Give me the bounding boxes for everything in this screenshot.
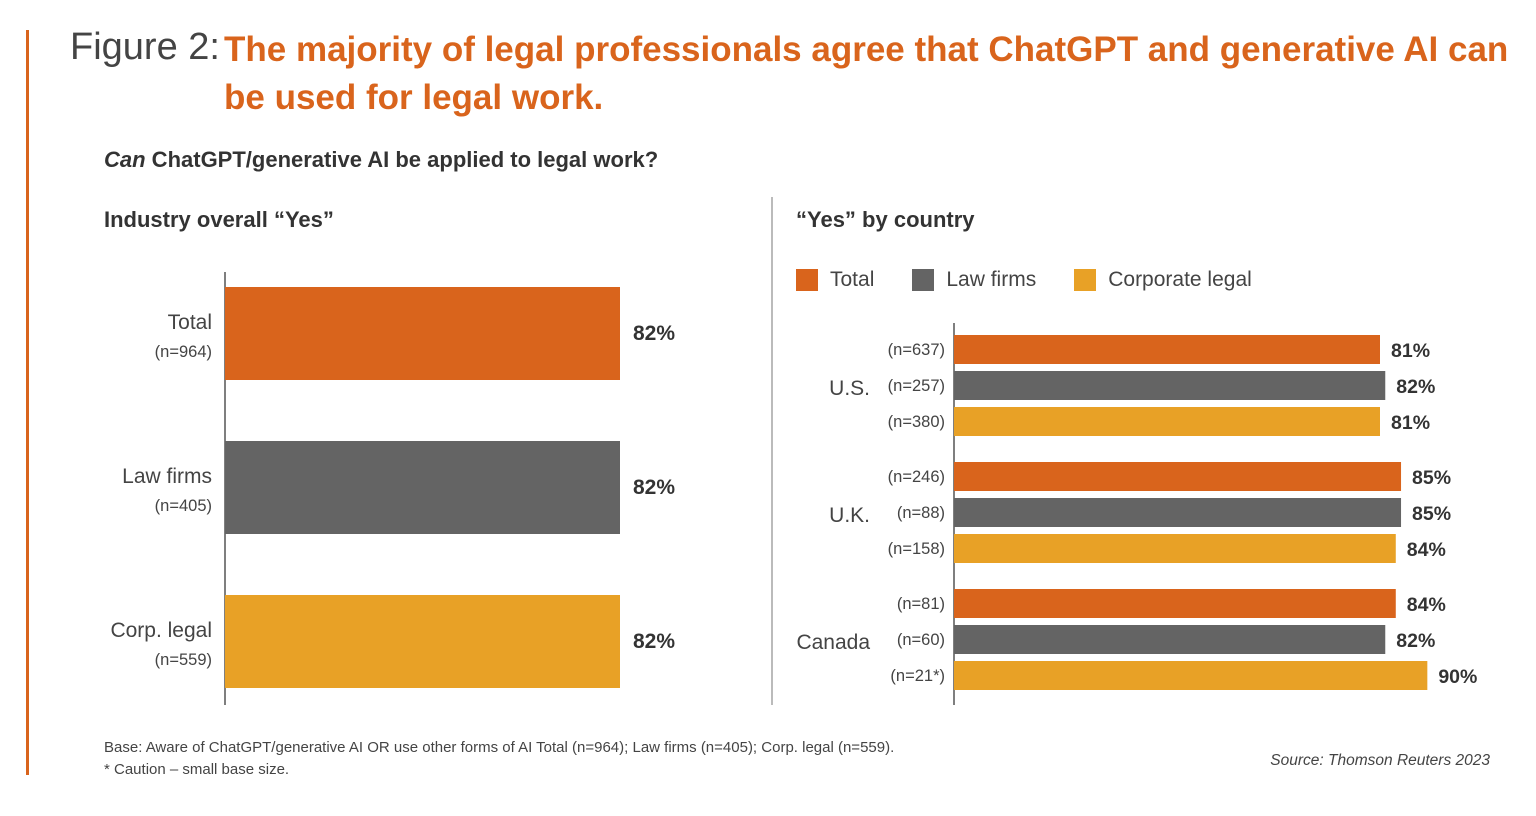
value-label-u-s-law-firms: 82% (1396, 376, 1435, 398)
value-label-u-k-corporate-legal: 84% (1407, 539, 1446, 561)
question-text: ChatGPT/generative AI be applied to lega… (145, 147, 659, 172)
bar-canada-law-firms (954, 625, 1386, 654)
value-label-total: 82% (633, 322, 675, 345)
sample-size-canada-total: (n=81) (897, 595, 945, 613)
sample-size-u-k-corporate-legal: (n=158) (888, 540, 945, 558)
sample-size-total: (n=964) (155, 343, 212, 361)
legend: Total Law firms Corporate legal (796, 268, 1290, 292)
bar-u-k-total (954, 462, 1402, 491)
left-panel-title: Industry overall “Yes” (104, 207, 334, 232)
sample-size-law-firms: (n=405) (155, 497, 212, 515)
legend-label-corporate-legal: Corporate legal (1108, 268, 1252, 291)
value-label-canada-corporate-legal: 90% (1438, 666, 1477, 688)
bar-total (225, 287, 620, 380)
country-label-canada: Canada (796, 631, 870, 654)
sample-size-canada-corporate-legal: (n=21*) (890, 667, 945, 685)
right-panel-title: “Yes” by country (796, 207, 975, 232)
value-label-u-k-total: 85% (1412, 467, 1451, 489)
legend-item-total: Total (796, 268, 874, 292)
bar-corp-legal (225, 595, 620, 688)
legend-label-total: Total (830, 268, 875, 291)
country-label-u-k: U.K. (829, 504, 870, 527)
footnote: Base: Aware of ChatGPT/generative AI OR … (104, 737, 894, 781)
sample-size-u-s-total: (n=637) (888, 341, 945, 359)
legend-swatch-total (796, 269, 818, 291)
category-label-total: Total (168, 311, 212, 334)
bar-canada-total (954, 589, 1396, 618)
bar-u-s-corporate-legal (954, 407, 1380, 436)
value-label-corp-legal: 82% (633, 630, 675, 653)
bar-u-k-corporate-legal (954, 534, 1396, 563)
figure-label: Figure 2: (70, 26, 220, 68)
value-label-law-firms: 82% (633, 476, 675, 499)
country-label-u-s: U.S. (829, 377, 870, 400)
accent-bar (26, 30, 29, 775)
sample-size-canada-law-firms: (n=60) (897, 631, 945, 649)
sample-size-u-s-corporate-legal: (n=380) (888, 413, 945, 431)
value-label-u-k-law-firms: 85% (1412, 503, 1451, 525)
bar-u-s-law-firms (954, 371, 1386, 400)
bar-canada-corporate-legal (954, 661, 1428, 690)
question-emphasis: Can (104, 147, 146, 172)
sample-size-u-k-total: (n=246) (888, 468, 945, 486)
value-label-canada-total: 84% (1407, 594, 1446, 616)
category-label-corp-legal: Corp. legal (110, 619, 212, 642)
sample-size-u-s-law-firms: (n=257) (888, 377, 945, 395)
value-label-canada-law-firms: 82% (1396, 630, 1435, 652)
value-label-u-s-corporate-legal: 81% (1391, 412, 1430, 434)
legend-item-corporate-legal: Corporate legal (1074, 268, 1252, 292)
legend-swatch-corporate-legal (1074, 269, 1097, 291)
sample-size-corp-legal: (n=559) (155, 651, 212, 669)
category-label-law-firms: Law firms (122, 465, 212, 488)
source-note: Source: Thomson Reuters 2023 (1270, 752, 1490, 769)
value-label-u-s-total: 81% (1391, 340, 1430, 362)
bar-u-s-total (954, 335, 1380, 364)
bar-u-k-law-firms (954, 498, 1402, 527)
bar-law-firms (225, 441, 620, 534)
footnote-caution: * Caution – small base size. (104, 761, 290, 778)
legend-item-law-firms: Law firms (912, 268, 1036, 292)
legend-label-law-firms: Law firms (946, 268, 1037, 291)
panel-divider (771, 197, 773, 705)
figure-title: The majority of legal professionals agre… (224, 30, 1509, 117)
footnote-base: Base: Aware of ChatGPT/generative AI OR … (104, 739, 895, 756)
legend-swatch-law-firms (912, 269, 935, 291)
chart-question: Can ChatGPT/generative AI be applied to … (104, 147, 658, 173)
sample-size-u-k-law-firms: (n=88) (897, 504, 945, 522)
